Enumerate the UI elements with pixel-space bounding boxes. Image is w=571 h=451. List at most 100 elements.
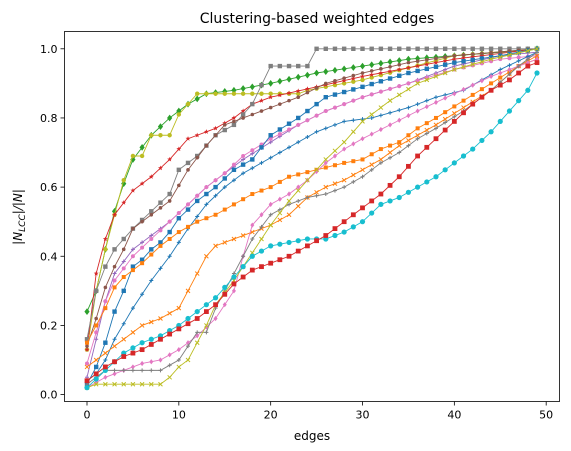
series-line — [86, 58, 538, 389]
data-point — [94, 323, 99, 328]
data-point — [176, 358, 181, 363]
data-point — [194, 95, 200, 103]
data-point — [94, 316, 98, 321]
data-point — [516, 98, 522, 104]
data-point — [268, 91, 273, 96]
data-point — [167, 199, 172, 203]
data-point — [332, 105, 337, 110]
data-point — [268, 133, 273, 138]
chart-title: Clustering-based weighted edges — [200, 11, 435, 27]
data-point — [387, 76, 393, 81]
data-point — [259, 98, 264, 103]
data-point — [157, 123, 164, 130]
data-point — [167, 133, 172, 138]
data-point — [130, 306, 135, 311]
data-point — [507, 56, 512, 61]
data-point — [525, 60, 530, 66]
data-point — [277, 241, 283, 247]
data-point — [277, 92, 283, 98]
data-point — [442, 46, 448, 51]
y-tick-label: 0.4 — [40, 250, 58, 263]
data-point — [84, 385, 90, 391]
data-point — [296, 172, 301, 177]
data-point — [360, 46, 365, 51]
data-point — [378, 191, 384, 197]
data-point — [433, 74, 439, 79]
data-point — [369, 81, 374, 87]
data-point — [461, 110, 466, 116]
data-point — [195, 214, 200, 219]
data-point — [323, 165, 328, 170]
data-point — [405, 189, 412, 195]
data-point — [424, 77, 430, 83]
data-point — [139, 257, 145, 262]
data-point — [268, 212, 273, 217]
data-point — [240, 274, 246, 280]
data-point — [213, 125, 219, 131]
series-13 — [84, 46, 540, 391]
data-point — [231, 162, 236, 167]
data-point — [323, 81, 328, 86]
data-point — [296, 122, 301, 127]
data-point — [112, 271, 117, 276]
data-point — [93, 364, 99, 370]
data-point — [176, 240, 181, 245]
data-point — [360, 71, 365, 75]
data-point — [176, 211, 181, 216]
data-point — [139, 181, 145, 186]
data-point — [268, 63, 273, 69]
data-point — [195, 193, 200, 198]
data-point — [121, 266, 126, 271]
data-point — [332, 153, 337, 159]
data-point — [434, 56, 438, 61]
data-point — [406, 143, 411, 148]
data-point — [332, 122, 337, 127]
data-point — [296, 140, 301, 145]
data-point — [433, 122, 439, 128]
data-point — [323, 192, 328, 197]
data-point — [498, 53, 503, 58]
data-point — [369, 152, 374, 157]
data-point — [351, 179, 356, 184]
data-point — [360, 84, 365, 90]
data-point — [140, 219, 144, 224]
data-point — [176, 167, 182, 173]
data-point — [452, 46, 457, 51]
data-point — [112, 247, 117, 252]
data-point — [442, 62, 448, 67]
plot-frame — [64, 31, 560, 402]
data-point — [204, 216, 209, 221]
data-point — [397, 150, 402, 155]
data-point — [433, 174, 439, 180]
data-point — [213, 133, 218, 138]
data-point — [406, 86, 411, 92]
data-point — [112, 285, 117, 290]
data-point — [488, 56, 494, 62]
data-point — [93, 288, 99, 294]
data-point — [241, 254, 246, 259]
data-point — [314, 129, 319, 134]
data-point — [369, 72, 375, 77]
data-point — [167, 219, 172, 224]
y-tick-label: 0.2 — [40, 319, 58, 332]
series-8 — [85, 50, 539, 383]
y-tick-label: 0.8 — [40, 112, 58, 125]
data-point — [130, 345, 136, 351]
data-point — [415, 136, 420, 141]
data-point — [167, 236, 172, 241]
data-point — [470, 92, 475, 97]
data-point — [323, 233, 329, 238]
data-point — [461, 46, 466, 51]
data-point — [332, 46, 338, 51]
data-point — [121, 259, 126, 264]
data-point — [176, 347, 181, 353]
data-point — [369, 75, 374, 80]
data-point — [231, 167, 237, 173]
data-point — [360, 73, 365, 79]
data-point — [323, 160, 328, 166]
data-point — [313, 69, 320, 77]
data-point — [497, 54, 503, 60]
data-point — [213, 243, 218, 249]
data-point — [140, 240, 145, 245]
data-point — [451, 67, 457, 72]
